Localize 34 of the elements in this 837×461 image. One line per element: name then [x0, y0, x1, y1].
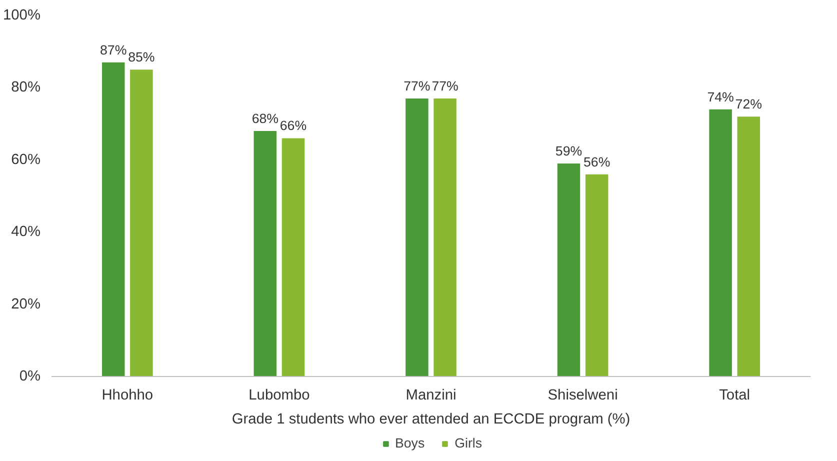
x-tick-label: Manzini — [406, 388, 456, 404]
data-label: 56% — [584, 154, 610, 170]
bar — [557, 164, 580, 376]
x-tick-label: Shiselweni — [548, 388, 618, 404]
x-tick-label: Total — [719, 388, 750, 404]
bar — [406, 98, 428, 376]
y-tick-label: 80% — [11, 80, 41, 96]
data-label: 66% — [280, 118, 307, 134]
bar — [282, 138, 305, 376]
y-tick-label: 100% — [3, 8, 41, 24]
data-label: 77% — [404, 78, 430, 94]
data-label: 85% — [128, 50, 155, 65]
y-tick-label: 20% — [11, 296, 41, 312]
data-label: 72% — [735, 96, 762, 112]
bar — [434, 98, 456, 376]
legend-label: Boys — [394, 436, 425, 450]
data-label: 87% — [100, 42, 127, 58]
x-axis-title: Grade 1 students who ever attended an ECCDE program (%) — [232, 412, 630, 428]
bar — [254, 131, 277, 376]
bar — [102, 62, 125, 376]
bar — [585, 174, 608, 376]
x-tick-label: Hhohho — [102, 388, 154, 404]
data-label: 74% — [707, 89, 734, 104]
y-tick-label: 0% — [19, 368, 41, 384]
y-tick-label: 40% — [11, 224, 41, 240]
x-tick-label: Lubombo — [248, 388, 310, 404]
bar — [130, 70, 153, 376]
data-label: 59% — [555, 144, 582, 159]
data-label: 77% — [432, 78, 459, 94]
data-label: 68% — [252, 111, 279, 126]
legend-label: Girls — [454, 436, 482, 450]
bar — [737, 116, 760, 376]
bar — [709, 109, 732, 376]
y-tick-label: 60% — [11, 152, 41, 168]
